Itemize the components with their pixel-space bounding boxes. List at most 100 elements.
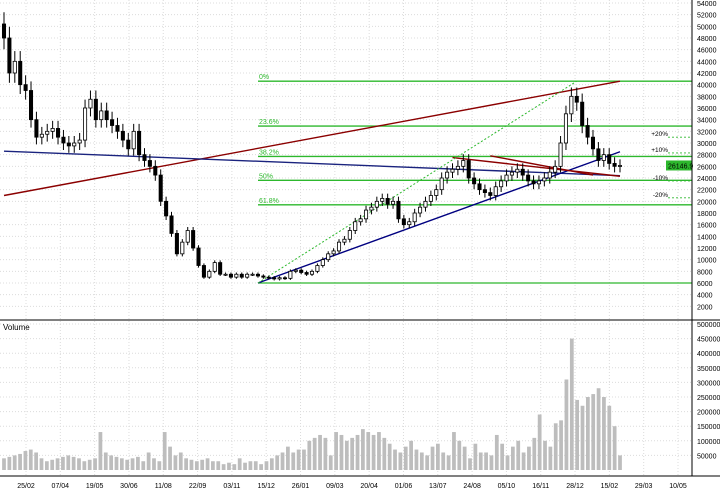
volume-ytick-label: 350000 (697, 366, 720, 373)
volume-bar (371, 434, 376, 470)
volume-bar (66, 455, 71, 470)
candle-body (239, 273, 244, 278)
candle-body (50, 128, 55, 132)
volume-bar (366, 432, 371, 470)
candle-body (331, 250, 336, 255)
candle-body (12, 60, 17, 74)
volume-bar (607, 405, 612, 470)
price-ytick-label: 28000 (697, 153, 717, 160)
volume-bar (243, 462, 247, 470)
candle-body (617, 165, 623, 167)
candle-body (266, 276, 271, 279)
x-tick-label: 26/01 (292, 483, 310, 490)
volume-bar (280, 452, 285, 470)
candle-body (509, 171, 514, 176)
x-tick-label: 15/02 (601, 483, 619, 490)
candle-body (450, 168, 455, 173)
candle-body (174, 233, 179, 255)
volume-bar (419, 452, 424, 470)
volume-bar (50, 459, 55, 470)
volume-ytick-label: 200000 (697, 410, 720, 417)
volume-bar (537, 414, 542, 470)
price-ytick-label: 52000 (697, 13, 717, 20)
price-ytick-label: 34000 (697, 118, 717, 125)
candle-body (93, 98, 98, 121)
candle-body (326, 253, 331, 261)
candle-body (607, 154, 612, 164)
trendline (452, 156, 621, 177)
volume-bar (505, 455, 510, 470)
volume-bar (200, 459, 205, 470)
candle-body (542, 177, 547, 182)
volume-bar (103, 452, 108, 470)
price-ytick-label: 42000 (697, 71, 717, 78)
volume-bar (602, 397, 606, 470)
fibonacci-level-label: 61.8% (259, 198, 279, 205)
volume-bar (510, 446, 515, 470)
volume-bar (618, 455, 622, 470)
candle-body (499, 180, 504, 188)
candle-body (320, 259, 325, 266)
candle-body (7, 37, 12, 74)
candle-body (196, 247, 201, 266)
x-tick-label: 25/02 (17, 483, 35, 490)
volume-bar (457, 440, 462, 470)
volume-bar (87, 459, 92, 470)
candle-body (455, 165, 460, 170)
x-tick-label: 24/08 (463, 483, 481, 490)
candle-body (553, 165, 558, 173)
candle-body (115, 125, 120, 132)
volume-bar (452, 432, 456, 470)
price-ytick-label: 20000 (697, 199, 717, 206)
volume-bar (585, 397, 590, 470)
volume-bar (216, 461, 221, 470)
volume-bar (18, 453, 22, 470)
x-tick-label: 28/12 (566, 483, 584, 490)
candle-body (315, 265, 320, 272)
candle-body (374, 200, 379, 208)
candle-body (336, 241, 342, 252)
volume-bar (232, 464, 237, 470)
x-tick-label: 01/06 (395, 483, 413, 490)
candle-body (126, 139, 131, 150)
candle-body (137, 130, 142, 156)
volume-bar (221, 464, 226, 470)
volume-bar (543, 440, 547, 470)
candle-body (223, 273, 228, 276)
price-ytick-label: 38000 (697, 94, 717, 101)
candle-body (531, 180, 536, 185)
volume-bar (136, 456, 140, 470)
price-panel (0, 0, 692, 318)
volume-bar (302, 449, 306, 470)
volume-ytick-label: 450000 (697, 337, 720, 344)
percent-level-label: +10% (651, 147, 668, 154)
price-ytick-label: 16000 (697, 223, 717, 230)
volume-bar (436, 443, 440, 470)
volume-bar (39, 458, 44, 470)
price-ytick-label: 2000 (697, 304, 713, 311)
last-price-box (666, 160, 692, 171)
candle-body (180, 241, 185, 255)
x-tick-label: 13/07 (429, 483, 447, 490)
x-tick-label: 19/05 (86, 483, 104, 490)
fibonacci-level-label: 50% (259, 173, 273, 180)
candle-body (309, 270, 315, 275)
candle-body (255, 273, 260, 277)
candle-body (520, 168, 525, 176)
price-ytick-label: 4000 (697, 293, 713, 300)
percent-level-label: -10% (653, 175, 668, 182)
candle-body (169, 215, 174, 234)
volume-bar (334, 432, 338, 470)
volume-bar (146, 452, 151, 470)
volume-bar (12, 455, 17, 470)
volume-bar (553, 423, 558, 470)
price-ytick-label: 32000 (697, 129, 717, 136)
candle-body (461, 160, 466, 167)
volume-bar (194, 461, 199, 470)
volume-bar (323, 437, 328, 470)
volume-bar (414, 449, 419, 470)
fibonacci-level-label: 0% (259, 74, 269, 81)
volume-bar (109, 455, 114, 470)
volume-bar (441, 452, 446, 470)
